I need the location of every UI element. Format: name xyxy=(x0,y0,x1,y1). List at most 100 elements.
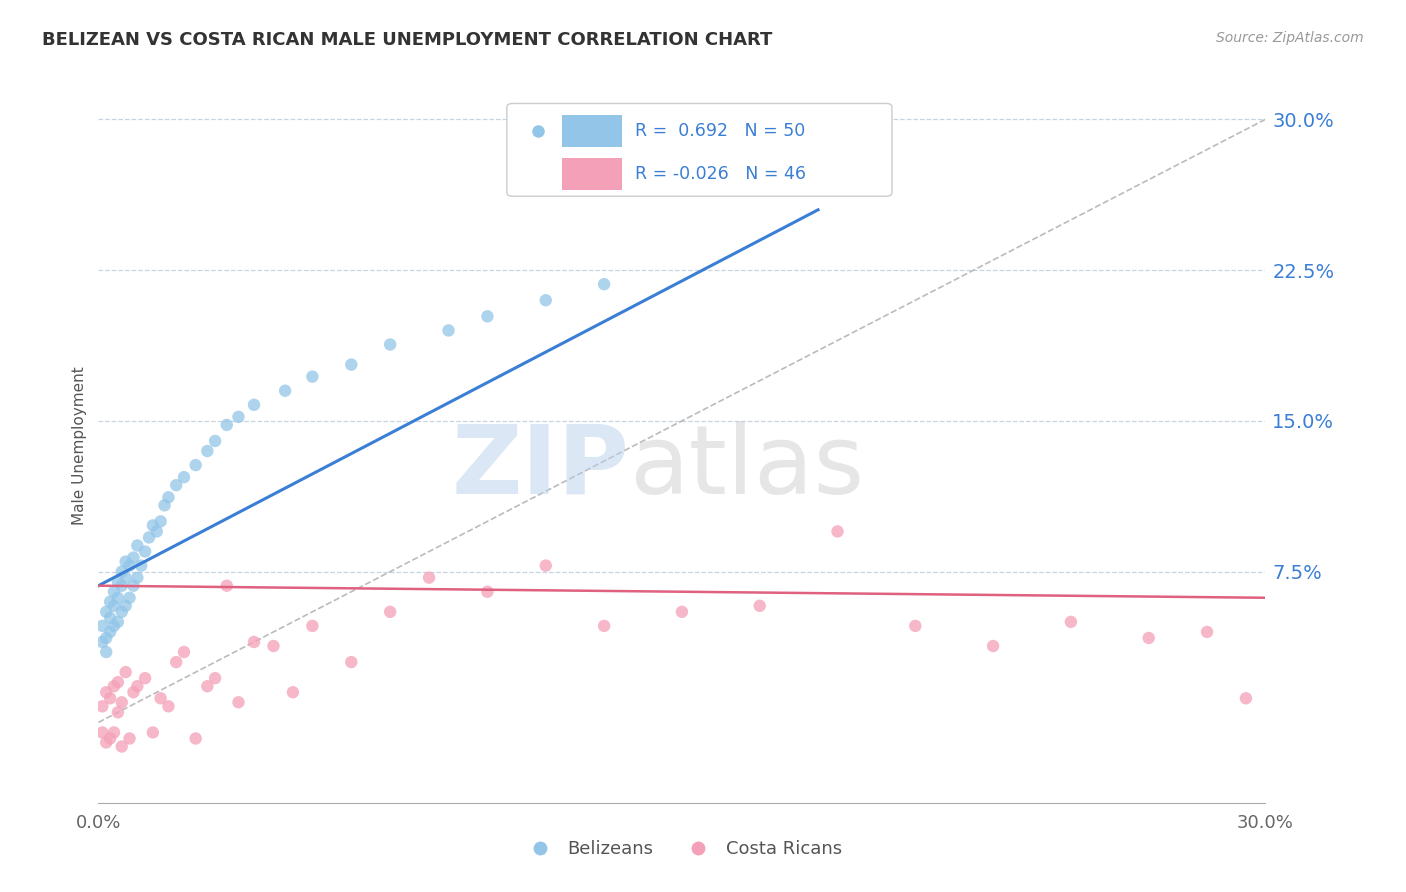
Text: ZIP: ZIP xyxy=(451,421,630,514)
Point xyxy=(534,558,557,573)
Point xyxy=(153,498,176,512)
Point xyxy=(103,679,125,693)
FancyBboxPatch shape xyxy=(506,103,891,196)
Y-axis label: Male Unemployment: Male Unemployment xyxy=(72,367,87,525)
Point xyxy=(184,458,207,472)
Point xyxy=(107,675,129,690)
Point xyxy=(103,584,125,599)
FancyBboxPatch shape xyxy=(562,115,623,146)
Point xyxy=(204,434,226,448)
Point xyxy=(96,605,118,619)
Point xyxy=(114,665,136,680)
Point xyxy=(111,695,134,709)
Point xyxy=(281,685,304,699)
Text: R = -0.026   N = 46: R = -0.026 N = 46 xyxy=(636,165,806,183)
Point xyxy=(157,490,180,504)
Point xyxy=(165,655,187,669)
Point xyxy=(195,444,218,458)
Point xyxy=(118,558,141,573)
Point xyxy=(215,417,238,432)
Point xyxy=(122,685,145,699)
Text: Source: ZipAtlas.com: Source: ZipAtlas.com xyxy=(1216,31,1364,45)
Point xyxy=(129,558,152,573)
Point xyxy=(904,619,927,633)
Point xyxy=(215,579,238,593)
Point xyxy=(142,725,165,739)
Point xyxy=(98,691,121,706)
Point xyxy=(1195,624,1218,639)
Point xyxy=(301,369,323,384)
Point xyxy=(477,584,499,599)
Point xyxy=(378,337,402,351)
Point xyxy=(91,699,114,714)
Point xyxy=(118,591,141,605)
Point xyxy=(134,544,156,558)
Point xyxy=(243,398,266,412)
Point xyxy=(103,599,125,613)
Point xyxy=(114,555,136,569)
Point xyxy=(91,619,114,633)
Point xyxy=(134,671,156,685)
Point xyxy=(142,518,165,533)
Point xyxy=(378,605,402,619)
Point xyxy=(173,645,195,659)
Point xyxy=(111,579,134,593)
Point xyxy=(340,358,363,372)
Point xyxy=(173,470,195,484)
Point xyxy=(157,699,180,714)
Point xyxy=(107,591,129,605)
Text: atlas: atlas xyxy=(630,421,865,514)
Point xyxy=(107,615,129,629)
Point xyxy=(96,685,118,699)
Point xyxy=(127,571,149,585)
Point xyxy=(111,605,134,619)
Point xyxy=(204,671,226,685)
Point xyxy=(118,731,141,746)
Point xyxy=(228,409,250,424)
FancyBboxPatch shape xyxy=(562,158,623,189)
Point xyxy=(111,565,134,579)
Point xyxy=(127,679,149,693)
Point xyxy=(748,599,770,613)
Point xyxy=(114,599,136,613)
Point xyxy=(96,645,118,659)
Point xyxy=(981,639,1004,653)
Point xyxy=(827,524,849,539)
Point xyxy=(418,571,440,585)
Point xyxy=(274,384,297,398)
Point xyxy=(671,605,693,619)
Point xyxy=(127,539,149,553)
Point xyxy=(114,571,136,585)
Point xyxy=(195,679,218,693)
Point xyxy=(96,735,118,749)
Point xyxy=(1137,631,1160,645)
Point xyxy=(184,731,207,746)
Point xyxy=(146,524,169,539)
Text: BELIZEAN VS COSTA RICAN MALE UNEMPLOYMENT CORRELATION CHART: BELIZEAN VS COSTA RICAN MALE UNEMPLOYMEN… xyxy=(42,31,772,49)
Point xyxy=(122,550,145,565)
Point xyxy=(1060,615,1083,629)
Point xyxy=(340,655,363,669)
Point xyxy=(477,310,499,324)
Point xyxy=(91,635,114,649)
Point xyxy=(138,531,160,545)
Point xyxy=(228,695,250,709)
Point xyxy=(149,691,172,706)
Point xyxy=(122,579,145,593)
Point xyxy=(91,725,114,739)
Point xyxy=(98,611,121,625)
Point xyxy=(98,624,121,639)
Point xyxy=(149,515,172,529)
Text: R =  0.692   N = 50: R = 0.692 N = 50 xyxy=(636,122,806,140)
Point xyxy=(107,574,129,589)
Point xyxy=(301,619,323,633)
Point xyxy=(103,725,125,739)
Point xyxy=(165,478,187,492)
Point xyxy=(98,595,121,609)
Point xyxy=(1234,691,1257,706)
Point xyxy=(111,739,134,754)
Point xyxy=(262,639,284,653)
Point xyxy=(534,293,557,308)
Point xyxy=(243,635,266,649)
Point xyxy=(103,619,125,633)
